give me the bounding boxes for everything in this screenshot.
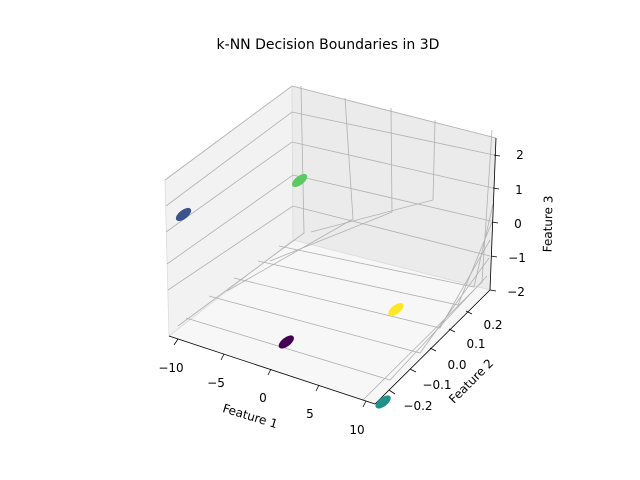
z-tick-label: −1	[508, 251, 526, 265]
grid-line	[164, 85, 497, 181]
grid-line	[362, 129, 493, 401]
z-axis-line	[489, 137, 497, 291]
x-tick-label: 0	[259, 391, 267, 405]
z-tick-mark	[489, 289, 497, 292]
grid-line	[233, 239, 491, 329]
data-cluster	[175, 207, 192, 222]
x-tick-mark	[315, 384, 320, 392]
y-tick-mark	[409, 368, 417, 373]
grid-line	[165, 141, 494, 233]
grid-line	[257, 221, 493, 306]
grid-line	[185, 275, 488, 381]
y-axis-line	[374, 289, 491, 405]
grid-line	[167, 205, 491, 291]
x-tick-marks	[173, 338, 367, 408]
z-tick-label: −2	[507, 285, 525, 299]
y-tick-label: −0.2	[403, 399, 432, 413]
data-cluster	[291, 173, 308, 188]
data-cluster	[388, 302, 404, 317]
z-tick-label: 1	[515, 183, 523, 197]
z-axis-label: Feature 3	[541, 195, 556, 252]
z-tick-mark	[490, 255, 498, 258]
grid-line	[177, 85, 305, 327]
y-tick-marks	[388, 310, 473, 395]
gridlines	[164, 85, 497, 401]
data-cluster	[278, 335, 294, 349]
y-tick-label: 0.1	[466, 337, 485, 351]
grid-line	[278, 203, 494, 288]
z-tick-label: 2	[516, 148, 524, 162]
x-axis-line	[168, 335, 376, 405]
y-tick-mark	[448, 328, 456, 333]
y-tick-mark	[429, 347, 437, 352]
z-tick-mark	[492, 187, 500, 190]
grid-line	[165, 111, 495, 207]
z-tick-label: 0	[514, 217, 522, 231]
grid-line	[208, 257, 490, 354]
z-tick-mark	[493, 154, 501, 157]
grid-line	[166, 174, 492, 265]
x-tick-label: −10	[158, 361, 183, 375]
y-tick-mark	[465, 310, 473, 315]
y-tick-label: 0.2	[483, 318, 502, 332]
x-tick-mark	[267, 368, 272, 376]
y-tick-mark	[388, 389, 396, 395]
y-tick-label: 0.0	[447, 358, 466, 372]
grid-line	[226, 97, 354, 292]
pane-group	[164, 85, 497, 405]
x-tick-label: 5	[306, 407, 314, 421]
x-tick-mark	[362, 400, 367, 408]
z-tick-mark	[491, 221, 499, 224]
cluster-group	[175, 173, 404, 409]
x-tick-label: 10	[349, 423, 364, 437]
x-tick-label: −5	[207, 376, 225, 390]
grid-line	[310, 119, 436, 233]
x-tick-mark	[220, 353, 225, 361]
x-tick-mark	[173, 338, 179, 346]
chart-title: k-NN Decision Boundaries in 3D	[217, 37, 440, 53]
y-tick-label: −0.1	[422, 378, 451, 392]
data-cluster	[375, 395, 391, 409]
axis-lines	[168, 137, 497, 405]
grid-line	[269, 107, 393, 262]
z-tick-marks	[489, 154, 501, 292]
